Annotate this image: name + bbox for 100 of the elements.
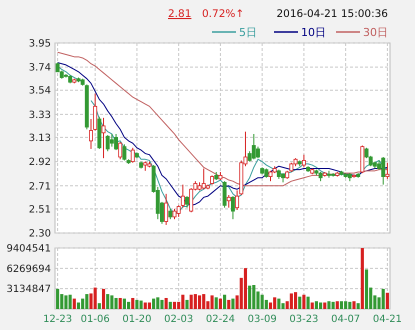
candlestick xyxy=(106,134,110,152)
bar xyxy=(218,298,222,309)
candlestick xyxy=(122,144,126,161)
bar xyxy=(294,292,298,309)
candlestick xyxy=(102,117,106,159)
candlestick xyxy=(176,204,181,218)
bar xyxy=(72,298,76,309)
bar xyxy=(273,297,276,309)
x-tick-label: 02-03 xyxy=(164,314,194,325)
bar xyxy=(277,298,280,309)
bar xyxy=(106,294,110,309)
bar xyxy=(210,295,214,309)
bar xyxy=(231,298,234,309)
text: 2.81 xyxy=(168,8,192,20)
bar xyxy=(344,301,348,309)
bar xyxy=(302,294,306,309)
bar xyxy=(156,297,160,309)
bar xyxy=(127,302,130,309)
bar xyxy=(131,298,134,309)
legend-label: 10日 xyxy=(301,26,326,39)
bar xyxy=(364,269,368,309)
bar xyxy=(223,294,226,309)
bar xyxy=(85,294,88,309)
legend-label: 5日 xyxy=(239,26,257,39)
bar xyxy=(190,294,193,309)
y-tick-label: 2.71 xyxy=(28,181,51,192)
x-tick-label: 03-23 xyxy=(289,314,318,325)
bar xyxy=(356,303,360,309)
candlestick xyxy=(164,193,168,226)
x-tick-label: 04-21 xyxy=(372,314,402,325)
bar xyxy=(319,302,322,309)
bar xyxy=(260,294,264,309)
x-tick-label: 04-07 xyxy=(331,314,360,325)
y-tick-label: 3134847 xyxy=(6,284,51,296)
bar xyxy=(164,298,168,309)
legend-label: 30日 xyxy=(363,26,388,39)
y-tick-label: 6269694 xyxy=(6,264,51,275)
text: 2016-04-21 15:00:36 xyxy=(276,8,388,20)
y-tick-label: 2.30 xyxy=(28,228,51,240)
bar xyxy=(290,293,293,309)
y-tick-label: 3.54 xyxy=(28,86,51,97)
bar xyxy=(94,288,97,309)
bar xyxy=(244,268,248,309)
bar xyxy=(360,248,364,309)
candlestick xyxy=(256,146,260,159)
bar xyxy=(181,294,184,309)
bar xyxy=(68,294,72,309)
candlestick xyxy=(230,196,235,220)
y-tick-label: 3.33 xyxy=(28,110,51,121)
candlestick xyxy=(130,147,135,164)
bar xyxy=(348,302,352,309)
y-tick-label: 3.95 xyxy=(28,38,51,50)
y-tick-label: 2.51 xyxy=(28,204,51,216)
x-tick-label: 02-24 xyxy=(206,314,235,325)
bar xyxy=(110,295,114,309)
bar xyxy=(102,288,106,309)
bar xyxy=(323,302,326,309)
candlestick xyxy=(252,133,256,160)
candlestick xyxy=(110,133,114,148)
candlestick xyxy=(318,171,323,182)
x-tick-label: 12-23 xyxy=(43,314,72,325)
bar xyxy=(122,298,126,309)
bar xyxy=(336,301,339,309)
bar xyxy=(144,302,147,309)
candlestick xyxy=(281,172,285,183)
candlestick xyxy=(172,208,176,220)
y-tick-label: 9404541 xyxy=(6,244,51,254)
candlestick xyxy=(302,154,306,168)
bar xyxy=(314,301,318,309)
candlestick xyxy=(180,184,185,208)
bar xyxy=(298,296,302,309)
x-tick-label: 01-20 xyxy=(122,314,152,325)
bar xyxy=(135,300,138,309)
candlestick xyxy=(210,174,214,186)
y-tick-label: 3.74 xyxy=(28,62,51,74)
bar xyxy=(386,292,389,309)
candlestick xyxy=(222,180,227,208)
candlestick xyxy=(143,161,148,172)
bar xyxy=(160,300,164,309)
bar xyxy=(114,298,118,309)
bar xyxy=(202,294,206,309)
bar xyxy=(148,302,152,309)
bar xyxy=(152,298,156,309)
candlestick xyxy=(264,168,268,178)
bar xyxy=(172,302,176,309)
bar xyxy=(252,285,256,309)
candlestick xyxy=(185,196,189,208)
bar xyxy=(227,300,230,309)
bar xyxy=(140,300,143,309)
x-tick-label: 03-09 xyxy=(248,314,277,325)
bar xyxy=(194,294,197,309)
y-tick-label: 3.13 xyxy=(28,132,51,144)
bar xyxy=(118,298,122,309)
bar xyxy=(214,297,218,309)
bar xyxy=(332,302,335,309)
bar xyxy=(198,295,202,309)
x-tick-label: 01-06 xyxy=(80,314,110,325)
candlestick xyxy=(202,168,206,190)
bar xyxy=(306,296,310,309)
candlestick xyxy=(235,190,240,210)
